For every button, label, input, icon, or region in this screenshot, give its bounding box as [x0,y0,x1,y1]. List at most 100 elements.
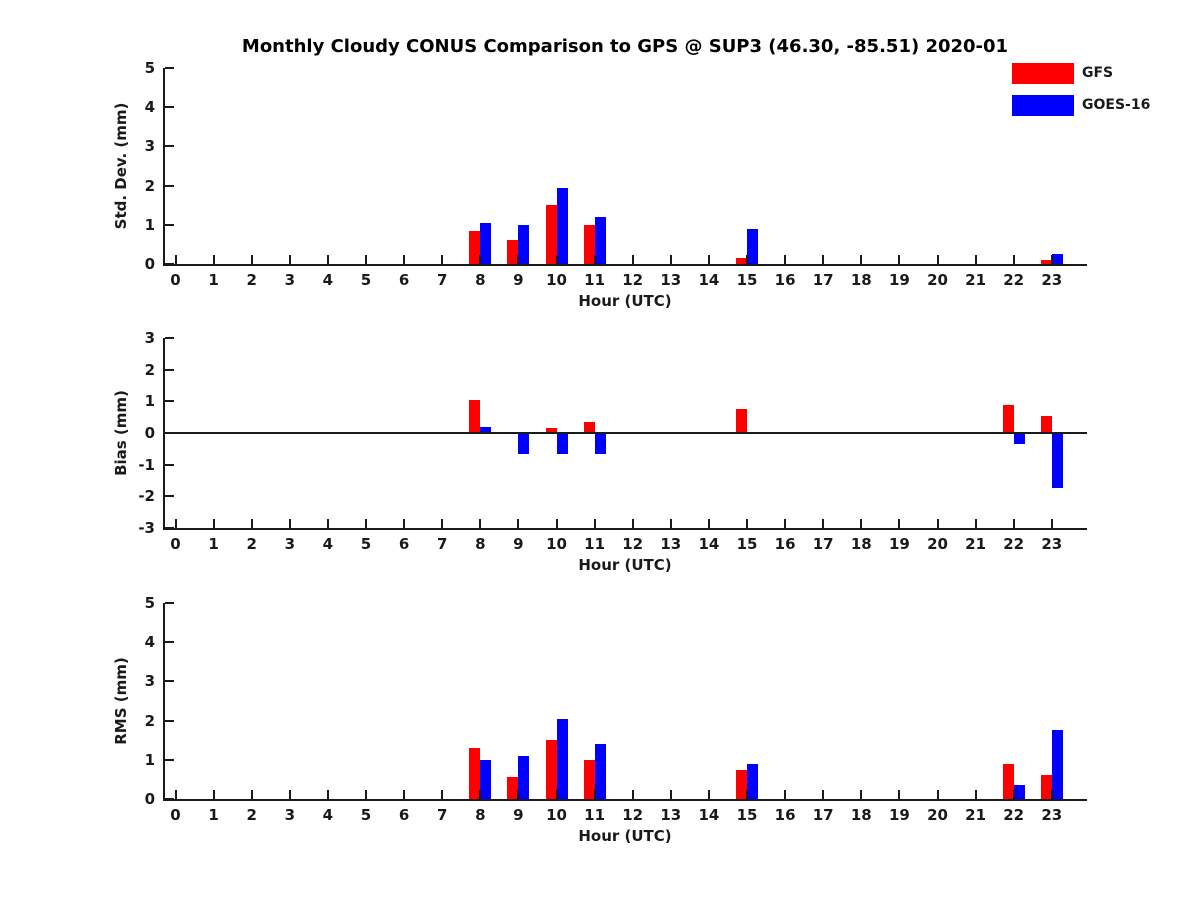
std-dev-x-tick [707,255,710,264]
rms-y-tick [165,798,174,800]
legend-item-goes16: GOES-16 [1012,95,1192,116]
rms-x-tick-label: 21 [965,806,987,824]
rms-y-tick-label: 3 [144,672,155,691]
std-dev-x-tick-label: 22 [1003,271,1025,289]
bar-goes16-hour-15 [747,763,758,799]
rms-x-tick [822,790,825,799]
rms-x-tick-label: 16 [774,806,796,824]
std-dev-x-tick-label: 4 [322,271,334,289]
bar-gfs-hour-11 [583,224,595,264]
bias-x-axis [163,528,1087,530]
std-dev-x-axis [163,264,1087,266]
std-dev-x-tick [441,255,444,264]
std-dev-x-tick-label: 3 [284,271,296,289]
std-dev-x-tick [936,255,939,264]
legend-item-gfs: GFS [1012,63,1192,84]
std-dev-x-tick [860,255,863,264]
bias-y-axis [163,338,165,530]
bias-y-tick-label: 1 [144,392,155,411]
std-dev-y-axis-title: Std. Dev. (mm) [112,102,130,230]
bias-x-tick-label: 14 [698,535,720,553]
rms-x-tick [631,790,634,799]
bias-x-tick [326,519,329,528]
std-dev-x-tick [517,255,520,264]
rms-x-tick [479,790,482,799]
rms-x-tick [936,790,939,799]
bar-gfs-hour-15 [736,769,747,799]
std-dev-y-tick [165,263,174,265]
bias-y-axis-title: Bias (mm) [112,390,130,476]
rms-x-tick-label: 1 [208,806,219,824]
rms-x-tick [898,790,901,799]
rms-y-tick-label: 4 [144,633,155,652]
bar-gfs-hour-11 [583,759,595,799]
rms-x-tick-label: 6 [398,806,410,824]
bar-goes16-hour-11 [594,433,606,454]
legend-swatch-goes16 [1012,95,1074,116]
bar-gfs-hour-9 [507,240,519,264]
std-dev-x-tick [1012,255,1015,264]
std-dev-x-tick-label: 16 [774,271,796,289]
rms-y-tick [165,602,174,604]
bias-x-tick-label: 23 [1041,535,1063,553]
rms-x-tick-label: 19 [888,806,910,824]
rms-y-tick-label: 0 [144,790,155,808]
bar-gfs-hour-10 [545,740,557,799]
bias-x-tick [860,519,863,528]
std-dev-x-tick [631,255,634,264]
bias-x-tick-label: 16 [774,535,796,553]
bias-x-tick [669,519,672,528]
bias-y-tick-label: 2 [144,360,155,379]
rms-y-axis-title: RMS (mm) [112,657,130,745]
std-dev-x-tick-label: 10 [546,271,567,289]
std-dev-x-tick-label: 19 [888,271,910,289]
rms-x-tick-label: 10 [546,806,567,824]
bar-gfs-hour-10 [545,428,557,433]
bias-y-tick [165,495,174,498]
bias-y-tick [165,368,174,371]
bar-gfs-hour-22 [1002,404,1014,433]
bar-gfs-hour-11 [583,421,595,433]
legend-label-goes16: GOES-16 [1082,97,1151,113]
bias-x-tick-label: 0 [170,535,181,553]
bias-x-tick [974,519,977,528]
bias-y-tick [165,463,174,466]
bias-x-tick-label: 13 [660,535,682,553]
std-dev-x-tick-label: 0 [170,271,181,289]
std-dev-x-tick [1050,255,1053,264]
bias-x-tick-label: 15 [736,535,758,553]
rms-x-axis-title: Hour (UTC) [578,827,672,845]
rms-y-tick [165,719,174,722]
bias-x-tick-label: 5 [360,535,372,553]
std-dev-x-tick [479,255,482,264]
std-dev-x-tick [746,255,748,264]
std-dev-y-tick-label: 5 [144,59,155,77]
bar-gfs-hour-15 [736,258,747,264]
bias-x-tick [479,519,482,528]
figure-title: Monthly Cloudy CONUS Comparison to GPS @… [241,36,1009,57]
std-dev-x-tick [403,255,406,264]
bias-x-tick-label: 7 [436,535,448,553]
bias-x-tick-label: 2 [246,535,257,553]
bias-y-tick [165,337,174,339]
bar-goes16-hour-11 [594,744,606,799]
rms-x-tick [784,790,787,799]
bias-x-tick-label: 10 [546,535,567,553]
bar-goes16-hour-10 [556,433,568,454]
bar-goes16-hour-10 [556,187,568,264]
bar-gfs-hour-8 [469,230,481,264]
bias-x-tick [707,519,710,528]
std-dev-x-tick [974,255,977,264]
std-dev-x-tick [365,255,367,264]
std-dev-x-tick-label: 17 [812,271,834,289]
std-dev-x-tick [822,255,825,264]
bias-x-tick-label: 6 [398,535,410,553]
std-dev-x-tick [898,255,901,264]
rms-x-tick [707,790,710,799]
bar-goes16-hour-8 [480,759,492,799]
bias-x-tick [250,519,253,528]
rms-x-tick [403,790,406,799]
bias-x-tick [212,519,215,528]
